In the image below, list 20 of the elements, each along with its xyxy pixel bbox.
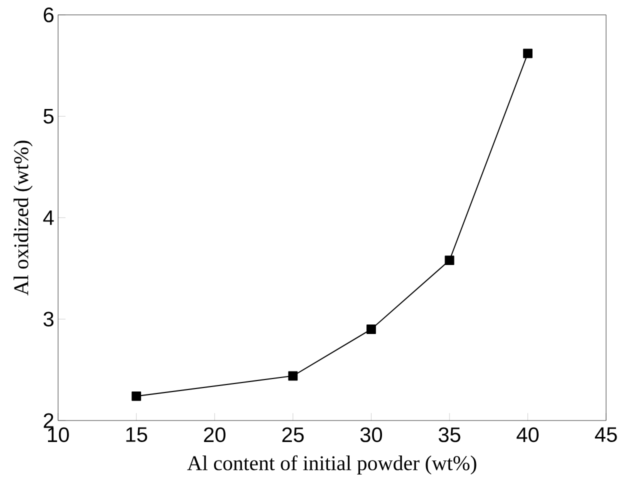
x-tick-label: 45 bbox=[594, 427, 617, 442]
x-tick-label: 15 bbox=[126, 427, 148, 442]
point bbox=[132, 391, 142, 401]
x-tick-label: 35 bbox=[438, 427, 460, 442]
point bbox=[444, 256, 454, 265]
point bbox=[523, 48, 533, 58]
y-tick-label: 3 bbox=[44, 312, 54, 327]
point bbox=[366, 324, 376, 334]
x-axis-title: Al content of initial powder (wt%) bbox=[187, 455, 476, 475]
x-tick-label: 40 bbox=[516, 427, 539, 442]
x-tick-label: 20 bbox=[204, 427, 226, 442]
point bbox=[288, 371, 298, 381]
y-tick-label: 4 bbox=[43, 210, 54, 225]
y-axis-title: Al oxidized (wt%) bbox=[14, 140, 33, 296]
y-tick-label: 6 bbox=[44, 7, 54, 22]
x-tick-label: 25 bbox=[282, 427, 304, 442]
x-tick-label: 10 bbox=[48, 427, 69, 442]
x-tick-label: 30 bbox=[360, 427, 382, 442]
y-tick-label: 2 bbox=[44, 413, 54, 428]
y-tick-label: 5 bbox=[44, 108, 54, 124]
